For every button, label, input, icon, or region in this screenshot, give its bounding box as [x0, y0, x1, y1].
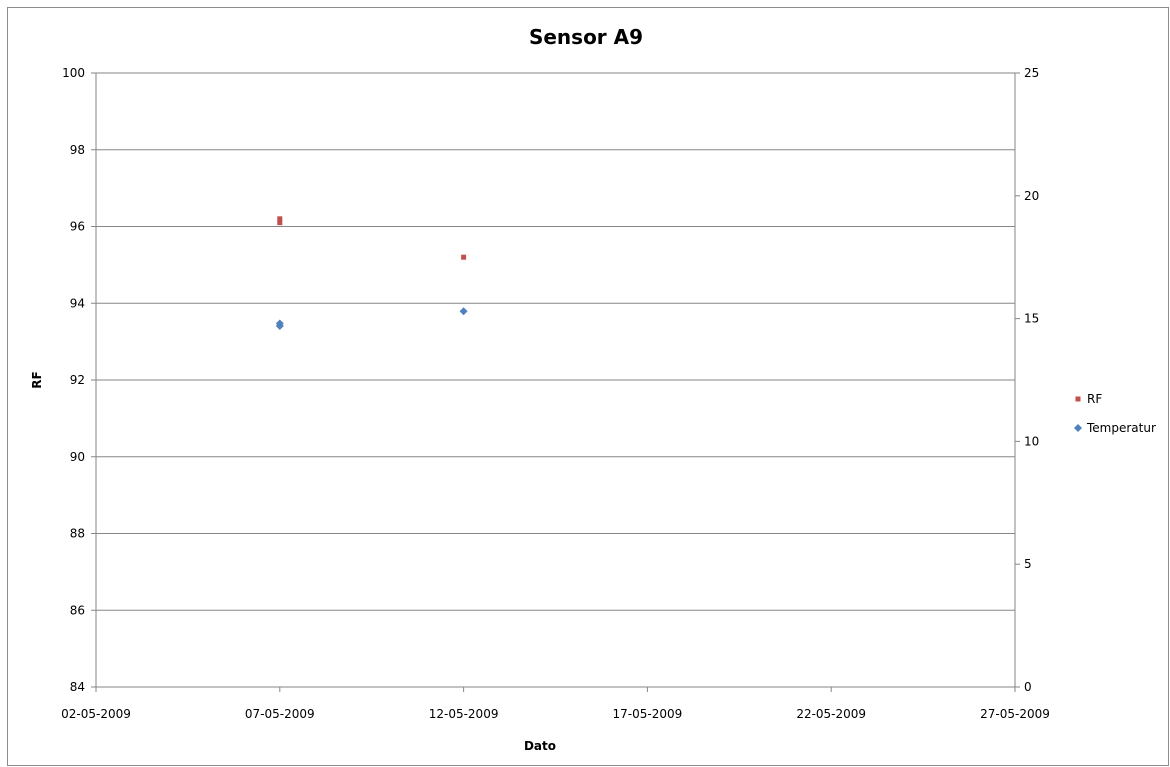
legend-label-temperatur: Temperatur — [1086, 421, 1156, 435]
y2-tick-label: 20 — [1024, 189, 1039, 203]
y-tick-label: 94 — [70, 296, 85, 310]
y2-tick-label: 10 — [1024, 434, 1039, 448]
gridlines — [96, 72, 1015, 688]
data-point-rf — [277, 220, 283, 226]
x-axis-title: Dato — [524, 739, 556, 753]
y-tick-label: 86 — [70, 603, 85, 617]
data-point-rf — [277, 216, 283, 222]
legend: RF Temperatur — [1074, 392, 1156, 435]
x-tick-label: 27-05-2009 — [980, 707, 1050, 721]
legend-marker-temperatur — [1074, 424, 1082, 432]
axes — [91, 72, 1020, 692]
y2-tick-label: 25 — [1024, 66, 1039, 80]
y-tick-label: 98 — [70, 143, 85, 157]
y-tick-label: 100 — [62, 66, 85, 80]
y2-tick-label: 5 — [1024, 557, 1032, 571]
data-point-temperatur — [275, 321, 284, 330]
y-axis-title: RF — [30, 371, 44, 388]
x-tick-label: 02-05-2009 — [61, 707, 131, 721]
data-point-temperatur — [459, 307, 468, 316]
tick-labels: 84 86 88 90 92 94 96 98 100 0 5 10 15 20 25 02-05-2009 0… — [61, 66, 1050, 721]
y2-tick-label: 15 — [1024, 312, 1039, 326]
legend-marker-rf — [1075, 396, 1081, 402]
x-tick-label: 22-05-2009 — [796, 707, 866, 721]
chart-title: Sensor A9 — [529, 25, 643, 49]
y-tick-label: 96 — [70, 220, 85, 234]
y-tick-label: 88 — [70, 527, 85, 541]
data-points — [275, 216, 468, 330]
y-tick-label: 90 — [70, 450, 85, 464]
x-tick-label: 17-05-2009 — [613, 707, 683, 721]
legend-label-rf: RF — [1087, 392, 1102, 406]
x-tick-label: 07-05-2009 — [245, 707, 315, 721]
chart-frame — [7, 7, 1169, 766]
y-tick-label: 84 — [70, 680, 85, 694]
y2-tick-label: 0 — [1024, 680, 1032, 694]
data-point-rf — [461, 254, 467, 260]
x-tick-label: 12-05-2009 — [429, 707, 499, 721]
y-tick-label: 92 — [70, 373, 85, 387]
